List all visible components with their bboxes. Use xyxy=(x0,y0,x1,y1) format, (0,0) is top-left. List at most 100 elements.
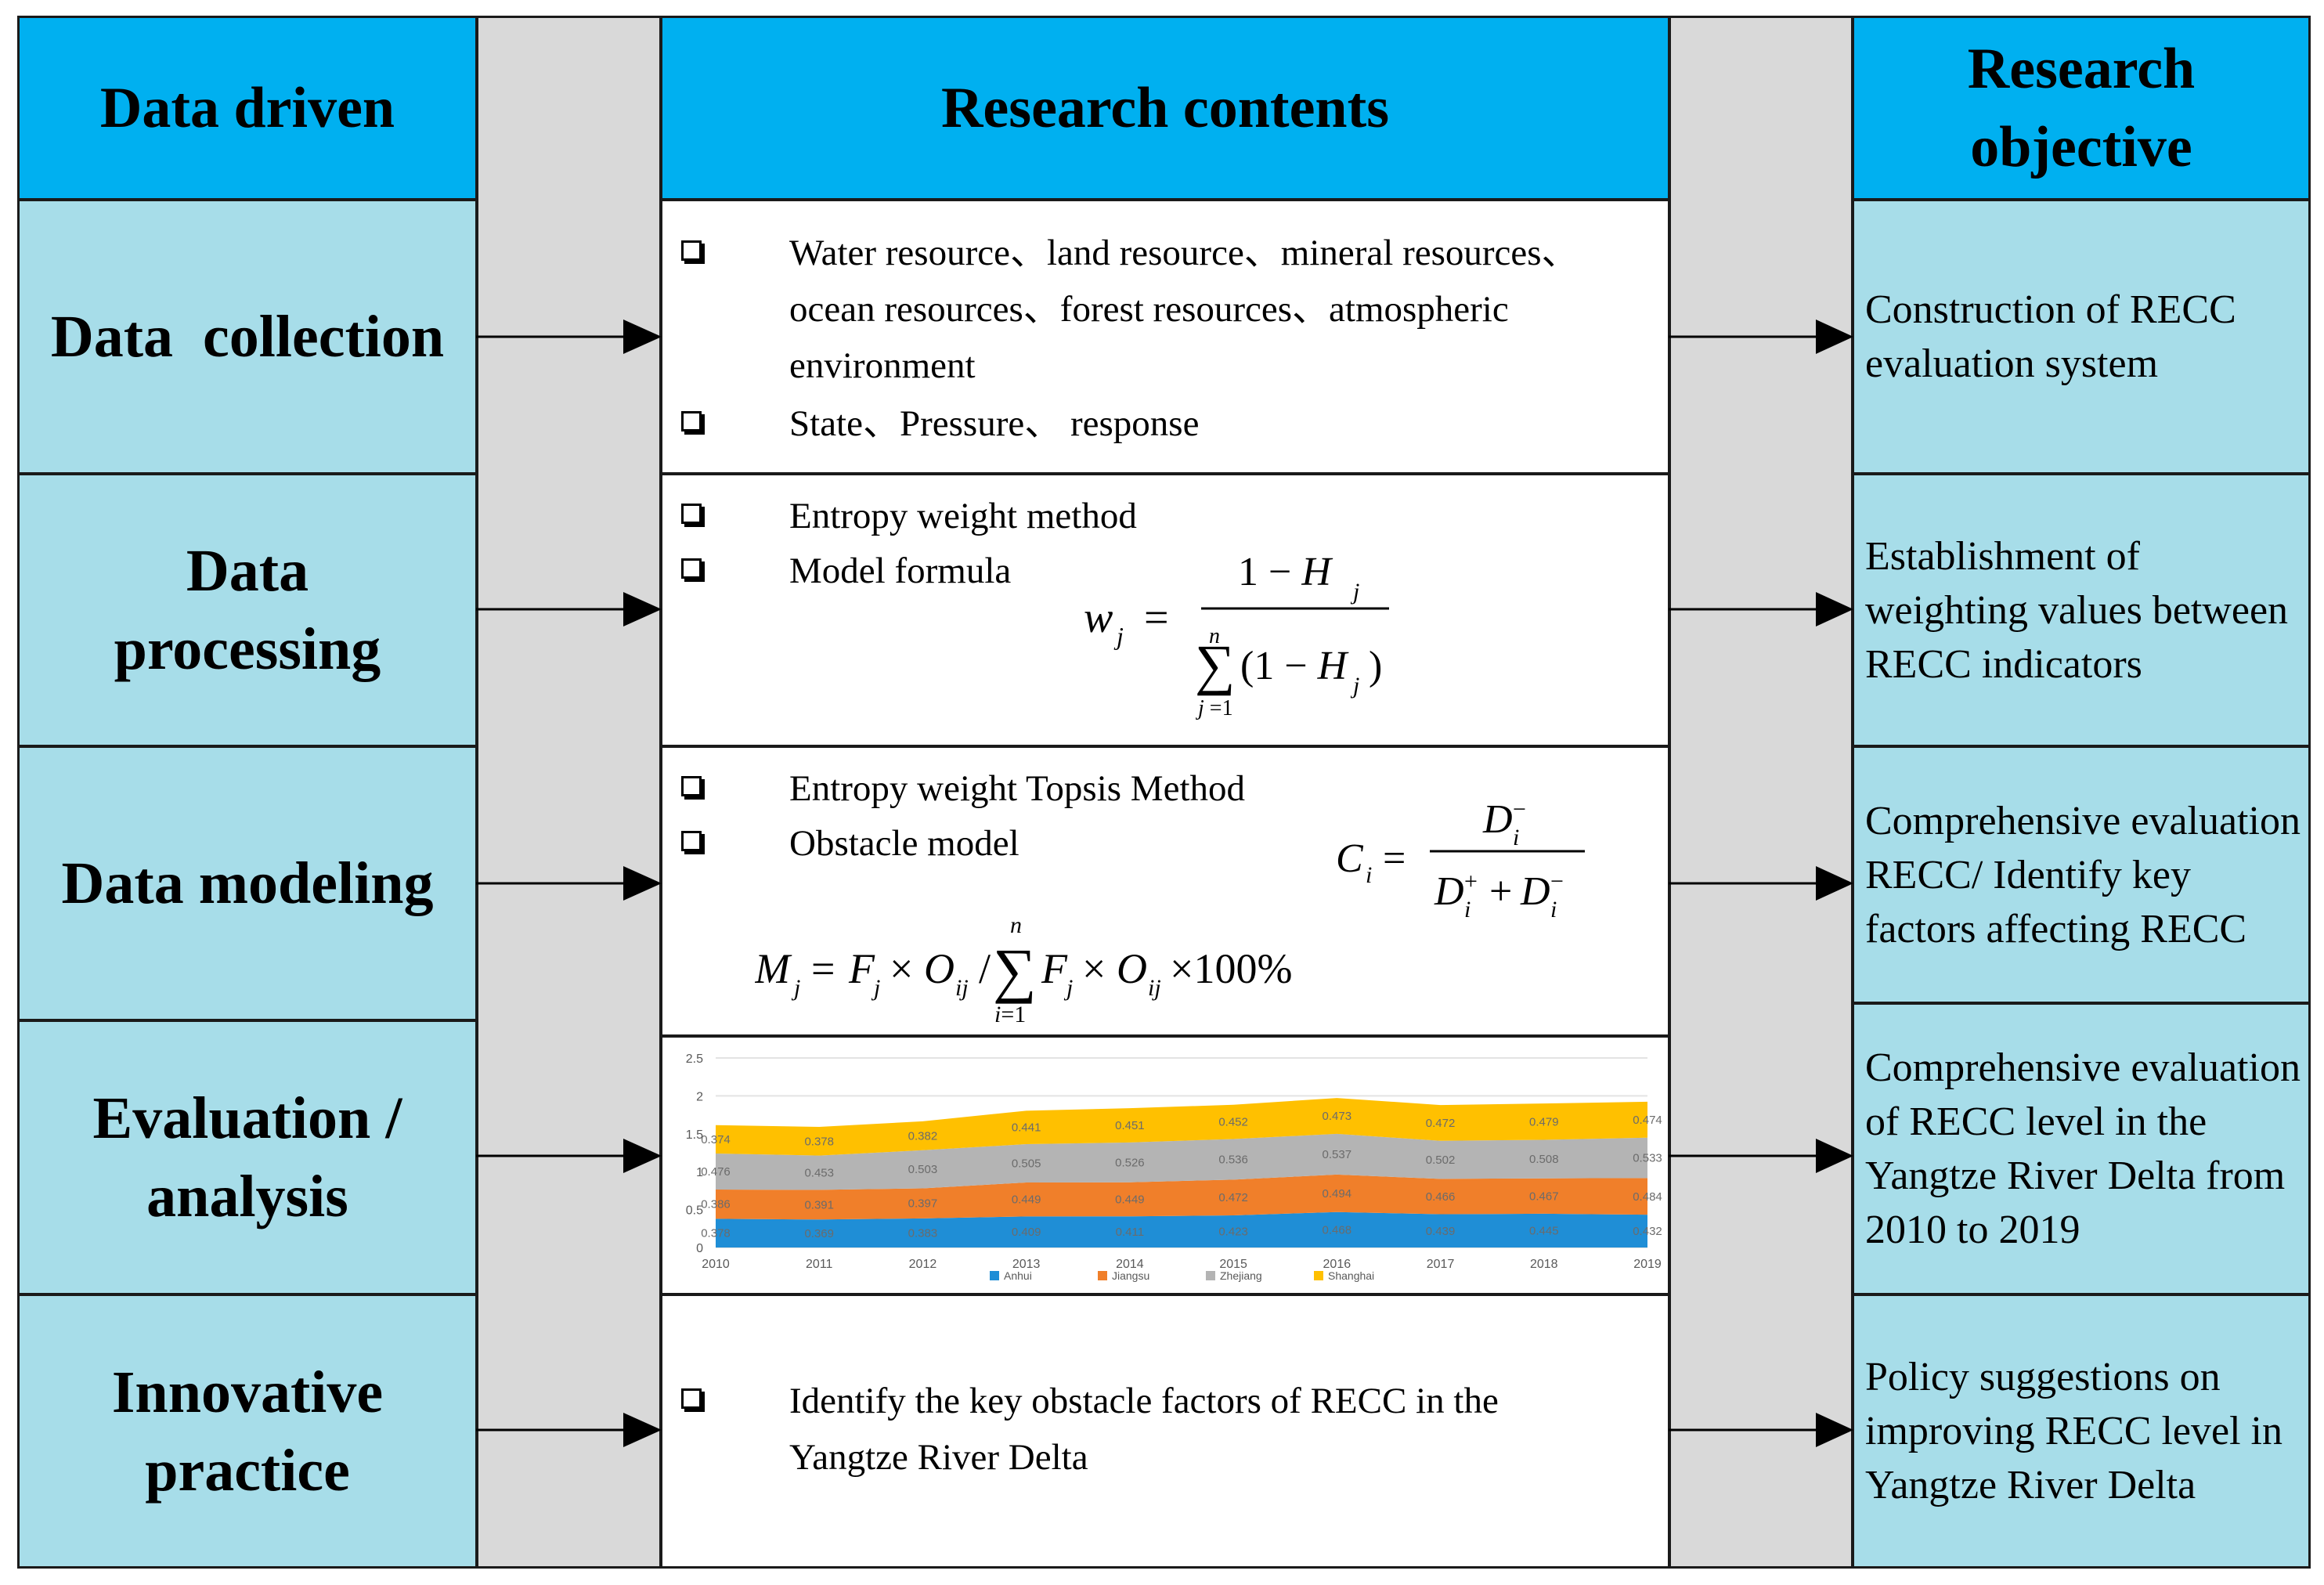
data-label: 0.505 xyxy=(1012,1157,1041,1171)
content-data-processing: Entropy weight method Model formula w j … xyxy=(660,473,1670,747)
svg-text:j: j xyxy=(1350,579,1359,605)
stage-data-modeling-label: Data modeling xyxy=(61,850,434,916)
svg-text:ij: ij xyxy=(1148,975,1161,1001)
svg-text:j: j xyxy=(1350,673,1359,699)
area-series-shanghai xyxy=(716,1098,1647,1156)
checkbox-icon xyxy=(681,1388,702,1409)
data-label: 0.432 xyxy=(1633,1225,1662,1238)
data-label: 0.439 xyxy=(1426,1225,1456,1238)
data-label: 0.411 xyxy=(1116,1226,1144,1239)
legend-swatch-jiangsu xyxy=(1098,1271,1107,1280)
svg-text:i: i xyxy=(1550,897,1557,922)
data-label: 0.479 xyxy=(1529,1115,1559,1128)
svg-text:j =1: j =1 xyxy=(1196,696,1233,720)
content-evaluation-chart: 0 0.5 1 1.5 2 2.5 0.378 0.369 0.383 0.409 0.411 0.4… xyxy=(660,1035,1670,1295)
legend-label-jiangsu: Jiangsu xyxy=(1112,1269,1149,1282)
data-label: 0.466 xyxy=(1426,1190,1456,1204)
legend-swatch-zhejiang xyxy=(1206,1271,1215,1280)
legend-label-shanghai: Shanghai xyxy=(1328,1269,1374,1282)
data-label: 0.503 xyxy=(908,1163,938,1176)
data-label: 0.397 xyxy=(908,1197,938,1211)
y-tick-label: 2.5 xyxy=(686,1052,703,1066)
checkbox-icon xyxy=(681,776,702,796)
checkbox-icon xyxy=(681,504,702,524)
svg-text:C: C xyxy=(1336,836,1364,881)
arrow-right-icon xyxy=(476,866,662,901)
header-research-contents-label: Research contents xyxy=(940,76,1390,140)
data-label: 0.378 xyxy=(701,1227,731,1240)
x-tick-label: 2016 xyxy=(1323,1258,1351,1271)
stage-data-collection: Data collection xyxy=(17,199,478,475)
x-tick-label: 2018 xyxy=(1530,1258,1558,1271)
data-label: 0.374 xyxy=(701,1133,731,1146)
data-label: 0.533 xyxy=(1633,1152,1662,1165)
svg-text:j: j xyxy=(871,975,880,1001)
header-research-objective: Research objective xyxy=(1852,16,2311,200)
stage-data-collection-label: Data collection xyxy=(50,304,445,370)
svg-text:−: − xyxy=(1550,868,1564,894)
stage-evaluation-analysis: Evaluation / analysis xyxy=(17,1020,478,1295)
objective-4: Comprehensive evaluation of RECC level i… xyxy=(1852,1002,2311,1295)
svg-text:ij: ij xyxy=(955,975,969,1001)
x-tick-label: 2019 xyxy=(1633,1258,1662,1271)
data-label: 0.467 xyxy=(1529,1190,1559,1203)
arrow-right-icon xyxy=(476,1413,662,1447)
svg-text:F: F xyxy=(848,945,875,992)
y-tick-label: 2 xyxy=(696,1090,703,1103)
y-tick-label: 1 xyxy=(696,1166,703,1179)
content-modeling-obstacle: Obstacle model xyxy=(789,823,1019,864)
y-tick-label: 0 xyxy=(696,1242,703,1255)
data-label: 0.445 xyxy=(1529,1224,1559,1237)
objective-5: Policy suggestions on improving RECC lev… xyxy=(1852,1294,2311,1569)
svg-text:): ) xyxy=(1369,644,1382,688)
data-label: 0.536 xyxy=(1218,1153,1248,1166)
data-label: 0.473 xyxy=(1323,1110,1352,1123)
y-tick-label: 0.5 xyxy=(686,1204,703,1218)
svg-text:j: j xyxy=(1113,622,1124,650)
arrow-right-icon xyxy=(1669,1139,1853,1173)
stage-evaluation-analysis-label: Evaluation / analysis xyxy=(92,1085,402,1229)
svg-text:×: × xyxy=(1082,945,1106,992)
svg-text:O: O xyxy=(924,945,955,992)
content-innovative-practice: Identify the key obstacle factors of REC… xyxy=(660,1294,1670,1569)
data-label: 0.526 xyxy=(1115,1156,1145,1169)
data-label: 0.476 xyxy=(701,1165,731,1179)
checkbox-icon xyxy=(681,411,702,431)
svg-text:(1 − H: (1 − H xyxy=(1240,644,1349,688)
svg-text:j: j xyxy=(1063,975,1073,1001)
connector-column-right xyxy=(1669,16,1853,1569)
objective-3: Comprehensive evaluation RECC/ Identify … xyxy=(1852,746,2311,1004)
svg-text:D: D xyxy=(1482,797,1513,842)
arrow-right-icon xyxy=(1669,320,1853,354)
svg-text:∑: ∑ xyxy=(1195,634,1235,696)
stacked-area-chart: 0 0.5 1 1.5 2 2.5 0.378 0.369 0.383 0.409 0.411 0.4… xyxy=(686,1052,1662,1282)
objective-3-text: Comprehensive evaluation RECC/ Identify … xyxy=(1865,798,2301,951)
objective-1-text: Construction of RECC evaluation system xyxy=(1865,287,2236,386)
content-modeling-topsis: Entropy weight Topsis Method xyxy=(789,768,1246,809)
header-research-contents: Research contents xyxy=(660,16,1670,200)
data-label: 0.472 xyxy=(1218,1191,1248,1204)
svg-text:+: + xyxy=(1489,869,1512,914)
svg-text:O: O xyxy=(1117,945,1147,992)
data-label: 0.451 xyxy=(1115,1119,1145,1132)
content-collection-resources: Water resource、land resource、mineral res… xyxy=(789,233,1579,386)
data-label: 0.409 xyxy=(1012,1226,1041,1239)
stage-data-processing-label: Data processing xyxy=(114,538,381,682)
x-tick-label: 2010 xyxy=(702,1258,730,1271)
data-label: 0.369 xyxy=(804,1227,834,1240)
obstacle-degree-formula: M j = F j × O ij / n ∑ i=1 F j × O ij ×1… xyxy=(755,912,1292,1027)
content-processing-entropy: Entropy weight method xyxy=(789,496,1137,536)
header-research-objective-label: Research objective xyxy=(1967,37,2196,179)
svg-text:i: i xyxy=(1366,862,1372,888)
svg-text:w: w xyxy=(1084,594,1113,642)
svg-text:−: − xyxy=(1513,796,1526,822)
svg-text:=: = xyxy=(1383,836,1406,881)
legend-swatch-shanghai xyxy=(1314,1271,1323,1280)
svg-text:×100%: ×100% xyxy=(1170,945,1292,992)
content-practice-obstacles: Identify the key obstacle factors of REC… xyxy=(789,1381,1499,1478)
stage-data-modeling: Data modeling xyxy=(17,746,478,1021)
data-label: 0.453 xyxy=(804,1167,834,1180)
svg-text:1 − H: 1 − H xyxy=(1238,550,1333,594)
checkbox-icon xyxy=(681,240,702,261)
